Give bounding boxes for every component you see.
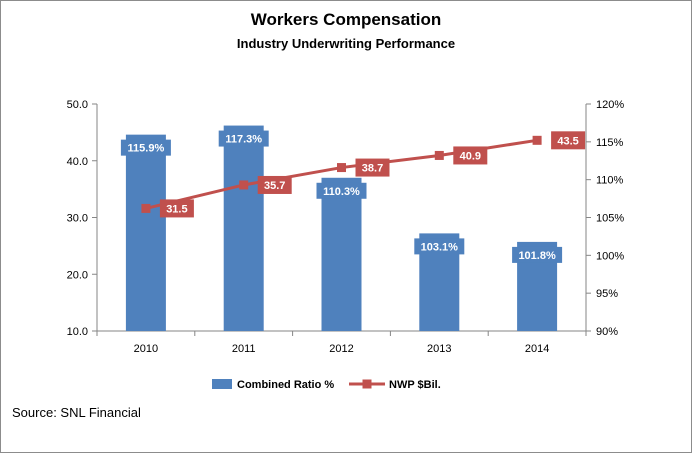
bar-data-label-bg — [512, 246, 563, 263]
bar — [223, 125, 264, 331]
bar-data-label: 110.3% — [323, 186, 360, 198]
chart-title: Workers Compensation — [250, 10, 442, 29]
bar-data-label-bg — [414, 238, 465, 255]
source-note: Source: SNL Financial — [12, 405, 141, 420]
bar-data-label-bg — [120, 139, 171, 156]
nwp-marker — [239, 180, 249, 190]
right-axis-tick-label: 115% — [596, 137, 624, 149]
nwp-data-label-bg — [453, 146, 488, 165]
nwp-marker — [532, 135, 542, 145]
nwp-data-label: 31.5 — [166, 203, 187, 215]
legend-label-combined-ratio: Combined Ratio % — [237, 379, 334, 391]
legend-swatch-combined-ratio — [212, 379, 232, 389]
right-axis-tick-label: 95% — [596, 288, 618, 300]
x-axis-tick-label: 2013 — [427, 343, 451, 355]
left-axis-tick-label: 20.0 — [67, 269, 88, 281]
right-axis-tick-label: 105% — [596, 213, 624, 225]
nwp-data-label-bg — [159, 199, 194, 218]
right-axis-tick-label: 120% — [596, 99, 624, 111]
left-axis-tick-label: 10.0 — [67, 326, 88, 338]
bar-data-label: 101.8% — [518, 250, 556, 262]
x-axis-tick-label: 2014 — [525, 343, 549, 355]
x-axis-tick-label: 2011 — [232, 343, 256, 355]
nwp-data-label: 38.7 — [362, 163, 383, 175]
nwp-marker — [337, 163, 346, 173]
nwp-marker — [434, 150, 444, 160]
nwp-data-label-bg — [257, 175, 292, 194]
left-axis-tick-label: 50.0 — [67, 99, 88, 111]
chart-subtitle: Industry Underwriting Performance — [236, 36, 456, 51]
bar-data-label: 115.9% — [128, 143, 165, 155]
left-axis-tick-label: 40.0 — [67, 156, 88, 168]
right-axis-tick-label: 100% — [596, 250, 624, 262]
nwp-data-label: 35.7 — [264, 180, 285, 192]
bar-data-label: 117.3% — [225, 134, 262, 146]
bar — [321, 177, 362, 331]
x-axis-tick-label: 2012 — [329, 343, 353, 355]
bar-data-label-bg — [316, 182, 367, 199]
nwp-data-label-bg — [551, 131, 586, 150]
nwp-data-label: 40.9 — [460, 150, 481, 162]
bar-data-label: 103.1% — [421, 241, 459, 253]
right-axis-tick-label: 90% — [596, 326, 618, 338]
left-axis-tick-label: 30.0 — [67, 213, 88, 225]
bar-data-label-bg — [218, 130, 269, 147]
nwp-data-label-bg — [355, 158, 390, 177]
x-axis-tick-label: 2010 — [134, 343, 158, 355]
nwp-data-label: 43.5 — [557, 135, 578, 147]
right-axis-tick-label: 110% — [596, 175, 624, 187]
bar — [125, 134, 166, 331]
nwp-marker — [141, 203, 151, 213]
legend-label-nwp: NWP $Bil. — [389, 379, 441, 391]
legend-marker-nwp — [362, 379, 372, 389]
